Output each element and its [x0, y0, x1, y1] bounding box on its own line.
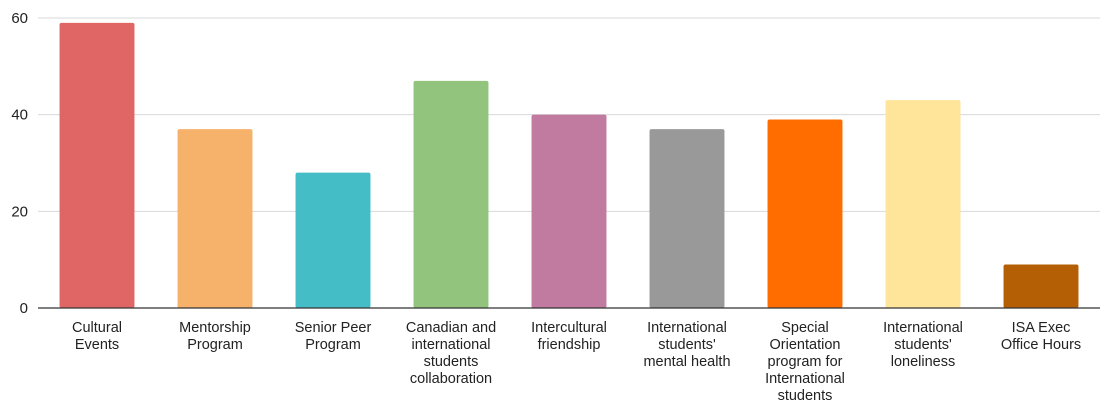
x-category-label-line: friendship	[538, 337, 601, 353]
x-category-label-line: Canadian and	[406, 320, 496, 336]
x-category-label-line: Orientation	[770, 337, 841, 353]
bar-0: Cultural Events: 59	[59, 22, 135, 308]
y-axis-tick-labels: 0 20 40 60	[11, 10, 28, 317]
bar-3: Canadian and international students coll…	[413, 80, 489, 308]
y-tick-label: 40	[11, 107, 28, 124]
bars: Cultural Events: 59 Mentorship Program: 3…	[59, 22, 1079, 309]
bar-2: Senior Peer Program: 28	[295, 172, 371, 308]
x-category-label-line: collaboration	[410, 371, 492, 387]
bar-8: ISA Exec Office Hours: 9	[1003, 264, 1079, 308]
bar-5: International students' mental health: 3…	[649, 129, 725, 308]
bar-7: International students' loneliness: 43	[885, 100, 961, 309]
x-category-label-line: students'	[658, 337, 716, 353]
x-category-label-line: Intercultural	[531, 320, 607, 336]
x-category-label: Mentorship Program	[179, 320, 251, 353]
y-tick-label: 60	[11, 10, 28, 27]
x-category-label-line: students	[778, 388, 833, 404]
x-category-label: Cultural Events	[72, 320, 122, 353]
x-category-label-line: Special	[781, 320, 829, 336]
x-category-label-line: loneliness	[891, 354, 956, 370]
x-category-label-line: International	[647, 320, 727, 336]
y-tick-label: 0	[20, 300, 28, 317]
x-category-label-line: international	[412, 337, 491, 353]
x-category-label: Intercultural friendship	[531, 320, 607, 353]
x-category-label-line: Program	[187, 337, 243, 353]
x-category-label-line: Office Hours	[1001, 337, 1081, 353]
bar-6: Special Orientation program for Internat…	[767, 119, 843, 308]
bar-4: Intercultural friendship: 40	[531, 114, 607, 309]
x-category-label: Special Orientation program for Internation…	[765, 320, 845, 404]
x-category-label: ISA Exec Office Hours	[1001, 320, 1081, 353]
x-category-label-line: Mentorship	[179, 320, 251, 336]
x-category-label-line: Senior Peer	[295, 320, 372, 336]
x-category-label: Senior Peer Program	[295, 320, 372, 353]
x-category-label-line: students'	[894, 337, 952, 353]
x-category-label: International students' loneliness	[883, 320, 963, 370]
x-category-label-line: program for	[768, 354, 843, 370]
x-category-label-line: students	[424, 354, 479, 370]
x-category-label: Canadian and international students collabo…	[406, 320, 496, 387]
x-category-label-line: International	[883, 320, 963, 336]
x-category-label-line: Events	[75, 337, 119, 353]
x-category-label-line: mental health	[643, 354, 730, 370]
x-category-label-line: ISA Exec	[1012, 320, 1071, 336]
x-category-label-line: Cultural	[72, 320, 122, 336]
y-tick-label: 20	[11, 203, 28, 220]
x-category-label-line: International	[765, 371, 845, 387]
x-category-label: International students' mental health	[643, 320, 730, 370]
bar-1: Mentorship Program: 37	[177, 129, 253, 308]
x-category-label-line: Program	[305, 337, 361, 353]
